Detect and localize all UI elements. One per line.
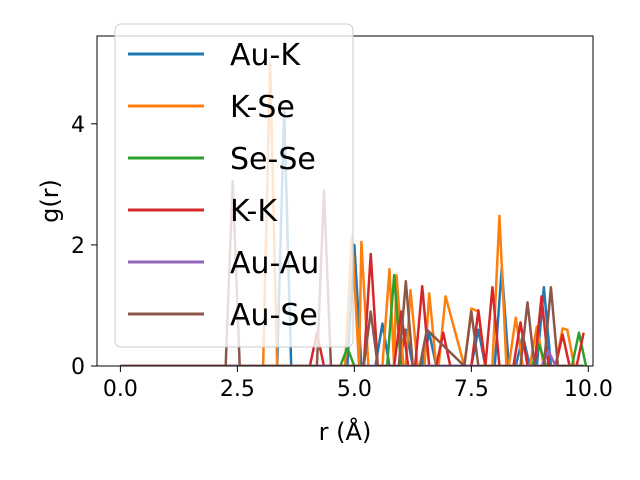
x-tick-label: 7.5 (454, 377, 489, 402)
x-tick-label: 0.0 (103, 377, 138, 402)
legend-label-au-k: Au-K (230, 38, 301, 73)
series-line-au-au (120, 349, 584, 366)
x-tick-label: 5.0 (337, 377, 372, 402)
y-axis-ticks: 0 2 4 (71, 113, 97, 380)
legend-label-au-se: Au-Se (230, 298, 318, 333)
legend-label-k-se: K-Se (230, 90, 295, 125)
y-tick-label: 4 (71, 113, 85, 138)
x-tick-label: 2.5 (220, 377, 255, 402)
x-axis-ticks: 0.0 2.5 5.0 7.5 10.0 (103, 366, 613, 402)
y-tick-label: 2 (71, 234, 85, 259)
legend-label-k-k: K-K (230, 194, 278, 229)
legend: Au-K K-Se Se-Se K-K Au-Au Au-Se (114, 23, 354, 348)
x-axis-label: r (Å) (319, 417, 372, 446)
y-tick-label: 0 (71, 355, 85, 380)
x-tick-label: 10.0 (564, 377, 613, 402)
series-line-se-se (120, 273, 588, 366)
legend-label-se-se: Se-Se (230, 142, 316, 177)
y-axis-label: g(r) (36, 179, 64, 223)
series-line-au-k (120, 110, 584, 366)
legend-label-au-au: Au-Au (230, 246, 319, 281)
